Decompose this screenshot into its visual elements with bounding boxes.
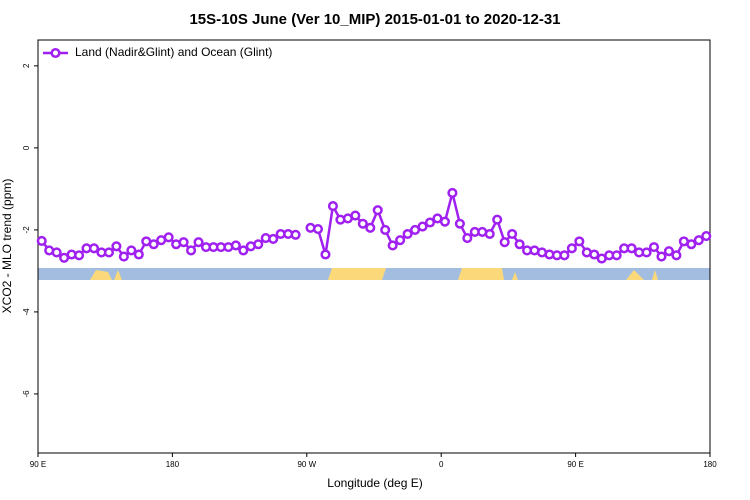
x-axis-label: Longitude (deg E) <box>327 476 422 490</box>
land-region <box>114 270 122 280</box>
data-point <box>178 237 189 248</box>
land-region <box>90 270 112 280</box>
y-tick-label: 0 <box>22 145 31 150</box>
data-point <box>693 235 704 246</box>
data-point <box>566 243 577 254</box>
data-point <box>163 232 174 243</box>
data-point <box>395 235 406 246</box>
data-point <box>268 233 279 244</box>
data-point <box>611 250 622 261</box>
data-point <box>454 218 465 229</box>
legend-label: Land (Nadir&Glint) and Ocean (Glint) <box>75 45 272 59</box>
data-point <box>74 250 85 261</box>
data-point <box>36 235 47 247</box>
data-point <box>111 241 122 252</box>
data-point <box>671 250 682 261</box>
data-point <box>133 249 144 260</box>
data-point <box>103 247 114 258</box>
land-region <box>328 268 386 280</box>
data-point <box>648 242 660 253</box>
land-region <box>512 272 518 280</box>
data-point <box>387 240 398 251</box>
y-tick-label: -4 <box>22 308 31 316</box>
data-point <box>365 222 376 233</box>
data-point <box>350 210 361 221</box>
data-point <box>88 243 100 254</box>
data-point <box>327 201 338 212</box>
data-point <box>424 217 436 228</box>
x-tick-label: 0 <box>439 460 444 469</box>
data-point <box>417 221 428 232</box>
data-point <box>499 237 510 248</box>
data-point <box>656 251 667 262</box>
data-point <box>253 239 264 250</box>
land-region <box>652 270 658 280</box>
data-point <box>589 249 600 260</box>
y-tick-label: 2 <box>22 63 31 68</box>
data-point <box>641 247 652 258</box>
data-point <box>380 224 391 235</box>
x-tick-label: 90 W <box>297 460 316 469</box>
x-tick-label: 180 <box>166 460 180 469</box>
data-point <box>663 246 674 257</box>
data-point <box>507 228 518 240</box>
data-point <box>193 237 204 248</box>
y-tick-label: -2 <box>22 226 31 234</box>
data-point <box>514 239 525 250</box>
data-point <box>686 239 697 250</box>
data-point <box>320 249 331 260</box>
data-point <box>462 233 473 244</box>
legend-marker <box>50 47 61 59</box>
data-point <box>701 230 712 242</box>
data-point <box>439 216 450 227</box>
data-point <box>148 239 159 250</box>
data-point <box>126 245 137 256</box>
land-region <box>626 270 644 280</box>
chart-title: 15S-10S June (Ver 10_MIP) 2015-01-01 to … <box>189 11 560 28</box>
data-point <box>402 228 413 240</box>
data-point <box>312 224 324 235</box>
data-point <box>484 228 495 240</box>
data-point <box>357 218 368 229</box>
data-point <box>118 251 129 262</box>
data-point <box>492 214 503 225</box>
data-point <box>51 247 62 258</box>
land-region <box>458 268 504 280</box>
land-ocean-band <box>38 268 710 280</box>
data-point <box>238 245 249 256</box>
data-point <box>559 250 570 261</box>
data-point <box>372 205 383 216</box>
x-tick-label: 90 E <box>30 460 46 469</box>
plot-frame <box>37 39 711 454</box>
data-point <box>230 240 241 251</box>
x-tick-label: 90 E <box>567 460 583 469</box>
data-point <box>574 236 585 247</box>
y-axis-label: XCO2 - MLO trend (ppm) <box>0 179 14 314</box>
data-point <box>626 243 637 254</box>
data-point <box>186 245 197 256</box>
y-tick-label: -6 <box>22 390 31 398</box>
data-point <box>290 229 301 240</box>
data-point <box>447 187 458 199</box>
x-tick-label: 180 <box>703 460 717 469</box>
